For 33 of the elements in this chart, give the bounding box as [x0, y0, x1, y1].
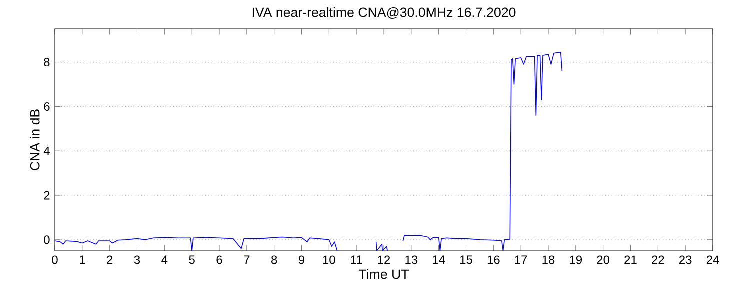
x-tick-label: 19 — [570, 256, 582, 264]
x-tick-label: 0 — [52, 256, 58, 264]
x-tick-label: 3 — [134, 256, 140, 264]
x-tick-label: 2 — [107, 256, 113, 264]
x-tick-label: 24 — [706, 256, 720, 264]
x-tick-label: 23 — [680, 256, 692, 264]
x-tick-label: 20 — [597, 256, 610, 264]
x-tick-label: 11 — [351, 256, 362, 264]
x-tick-label: 16 — [488, 256, 500, 264]
x-tick-label: 14 — [433, 256, 446, 264]
x-tick-label: 9 — [298, 256, 305, 264]
x-tick-label: 6 — [216, 256, 222, 264]
x-tick-label: 15 — [460, 256, 472, 264]
x-tick-label: 5 — [189, 256, 195, 264]
x-axis-title: Time UT — [358, 269, 409, 280]
y-tick-label: 0 — [44, 236, 50, 244]
chart-title: IVA near-realtime CNA@30.0MHz 16.7.2020 — [252, 7, 516, 19]
x-tick-label: 13 — [406, 256, 418, 264]
x-tick-label: 21 — [624, 256, 637, 264]
x-tick-label: 12 — [378, 256, 390, 264]
x-tick-label: 17 — [515, 256, 528, 264]
y-axis-title: CNA in dB — [30, 110, 40, 170]
x-tick-label: 18 — [542, 256, 555, 264]
x-tick-label: 22 — [652, 256, 664, 264]
y-tick-label: 8 — [44, 58, 50, 67]
y-tick-label: 4 — [44, 146, 50, 156]
y-tick-label: 2 — [44, 191, 50, 200]
x-tick-label: 8 — [272, 256, 278, 264]
x-tick-label: 4 — [162, 256, 168, 264]
x-tick-label: 7 — [244, 256, 250, 264]
y-tick-label: 6 — [44, 102, 50, 111]
x-tick-label: 10 — [323, 256, 336, 264]
x-tick-label: 1 — [80, 256, 86, 264]
